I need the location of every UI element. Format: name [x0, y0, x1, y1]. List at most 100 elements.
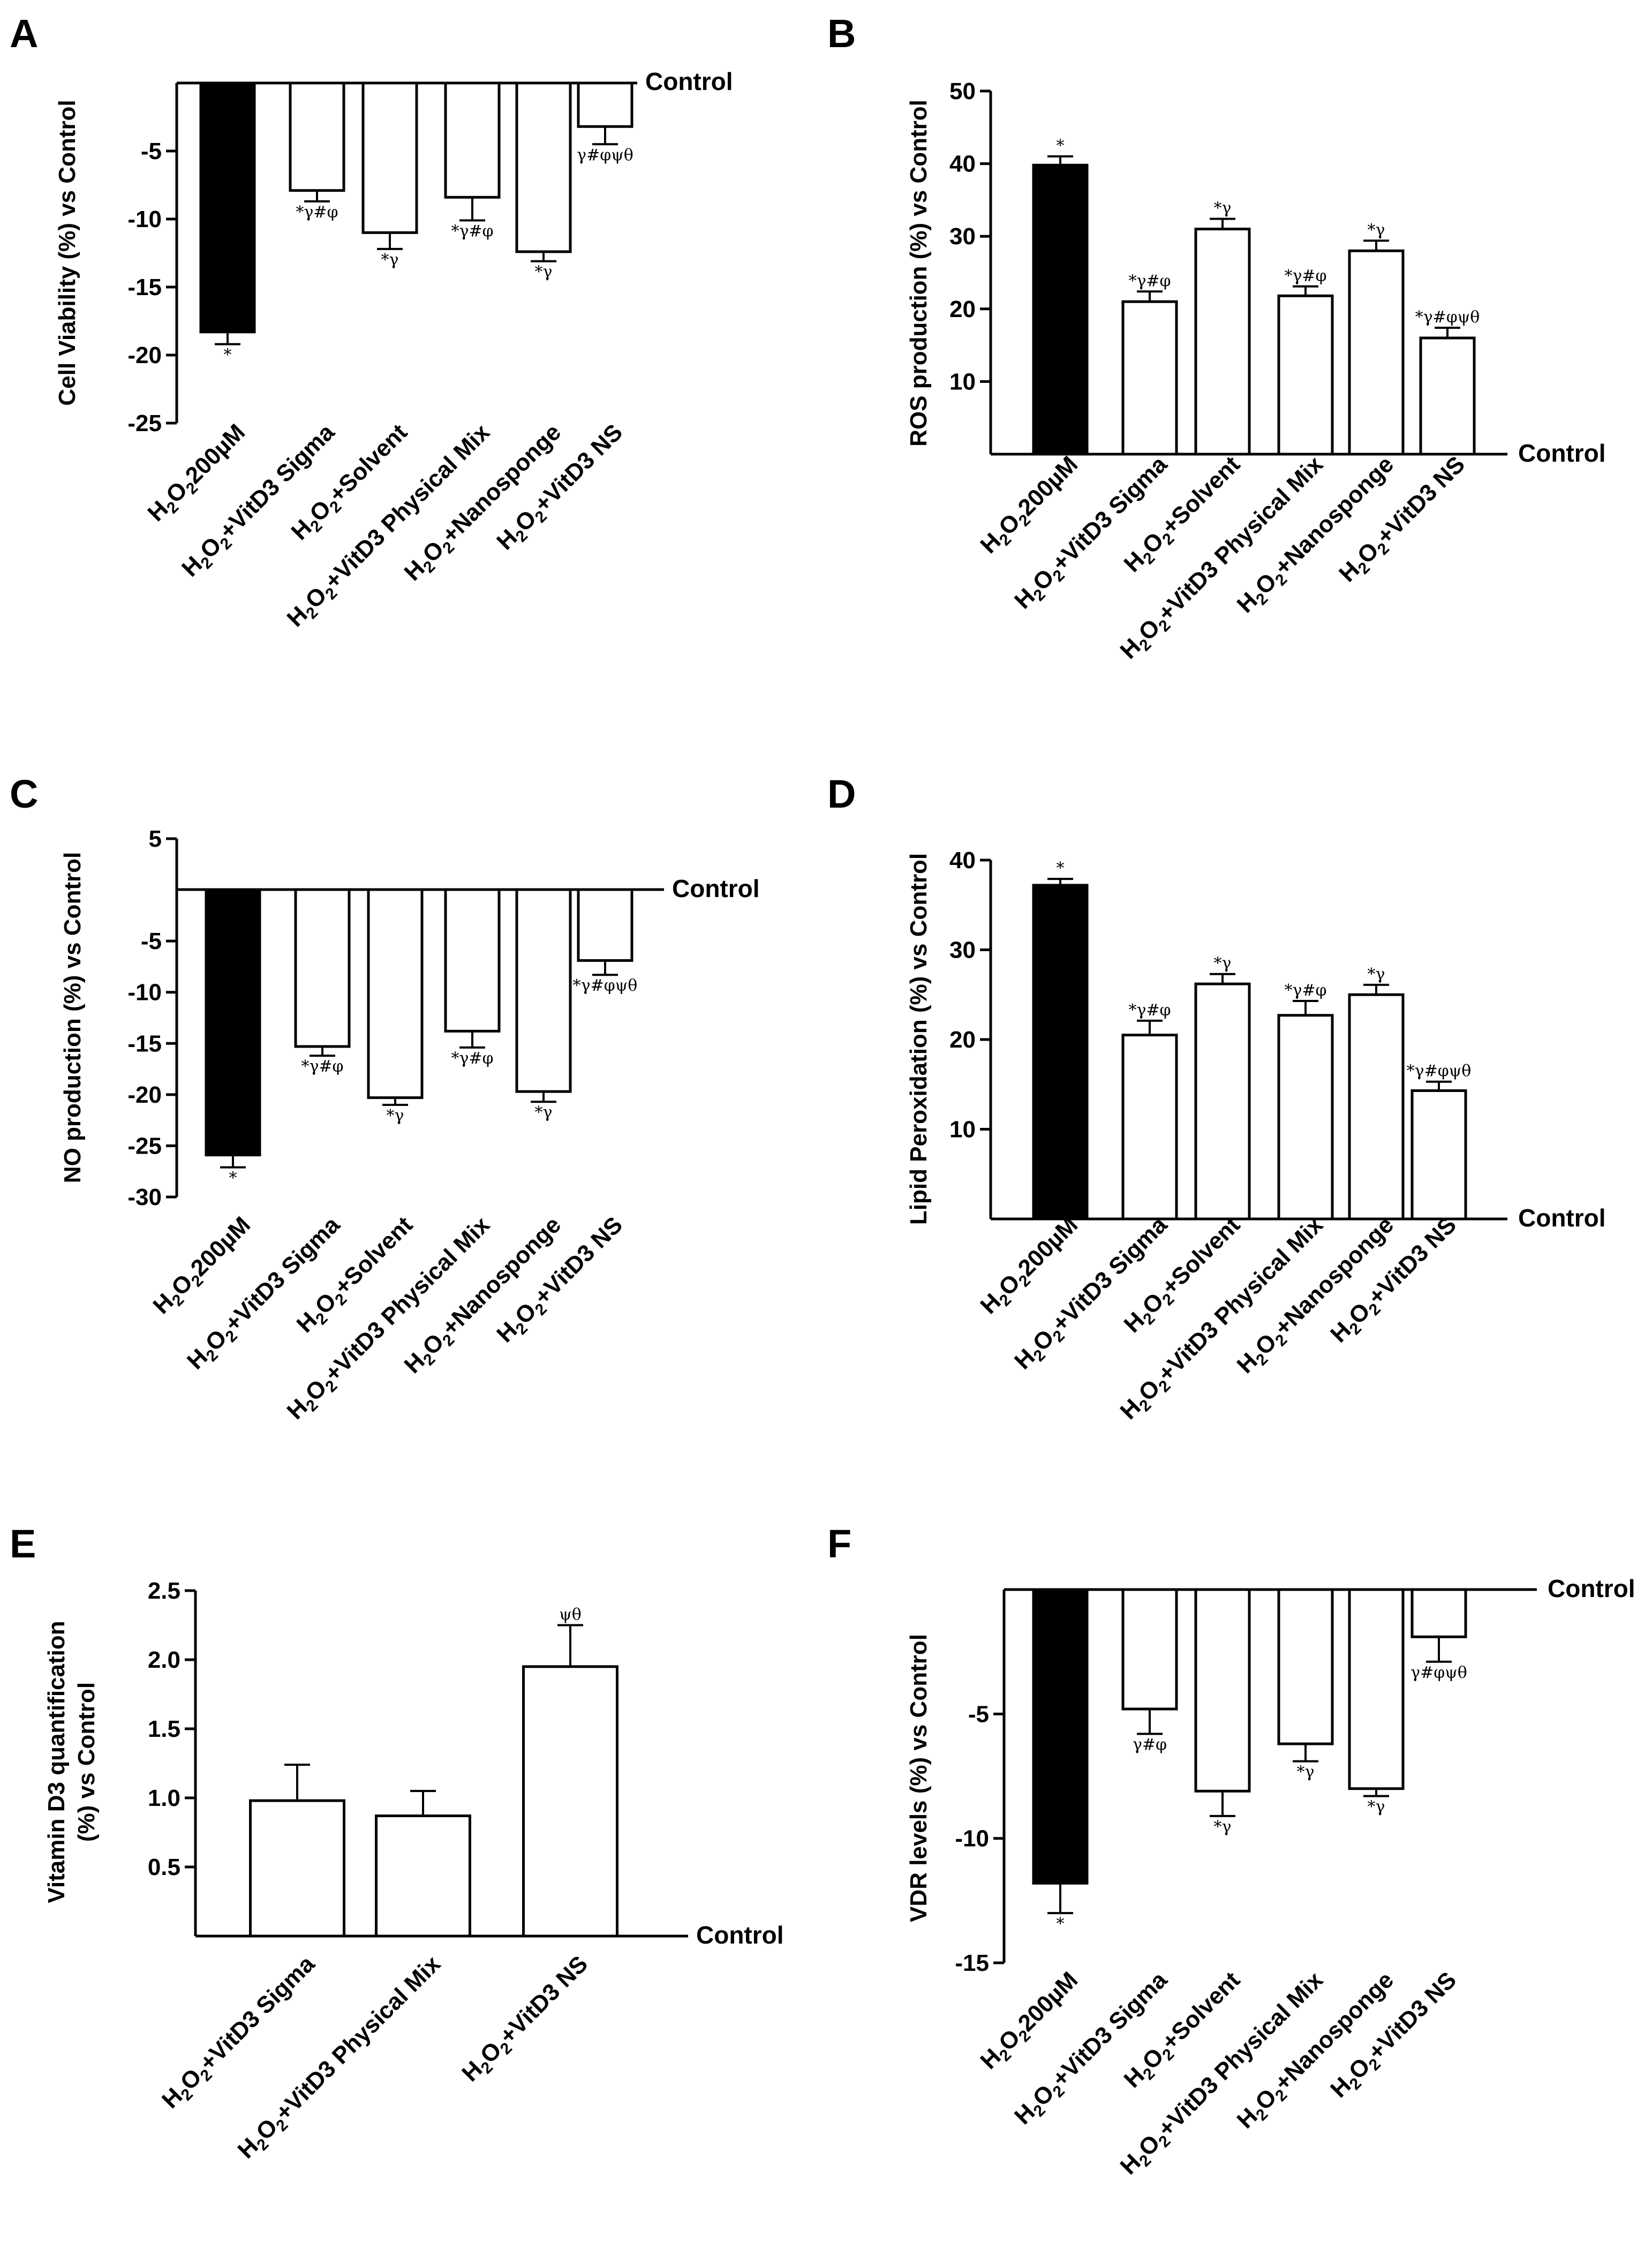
control-label: Control [1518, 1204, 1606, 1232]
significance-2: *γ#φ [1128, 1001, 1171, 1020]
panel-d-letter: D [827, 772, 856, 816]
bar-5 [515, 81, 572, 253]
category-suffix: +VitD3 NS [494, 1951, 593, 2049]
panel-b: B Control 10 20 30 40 50 ROS production (%) vs… [827, 11, 1606, 664]
category-label-6: H2O2+VitD3 NS [1334, 451, 1473, 590]
panel-e-plot: Control 0.5 1.0 1.5 2.0 2.5 Vitamin D3 quantif… [43, 1578, 784, 2164]
bar-1 [205, 888, 261, 1157]
significance-1: * [229, 1169, 237, 1188]
bar-3 [1194, 1588, 1251, 1793]
significance-6: γ#φψθ [577, 146, 633, 164]
y-tick-label: 20 [949, 1027, 976, 1053]
control-label: Control [1548, 1575, 1635, 1602]
y-tick-label: -20 [127, 1082, 162, 1108]
y-axis-label: Vitamin D3 quantification [43, 1621, 70, 1903]
bar-5 [1348, 1588, 1405, 1790]
y-tick-label: -5 [141, 138, 162, 164]
significance-3: ψθ [559, 1606, 582, 1624]
control-label: Control [672, 875, 760, 902]
significance-5: *γ [535, 1103, 553, 1122]
bar-1 [1032, 163, 1089, 456]
significance-4: *γ#φ [451, 222, 493, 241]
y-tick-label: 40 [949, 151, 976, 177]
y-tick-label: -5 [968, 1701, 989, 1727]
bar-3 [367, 888, 424, 1100]
y-tick-label: 50 [949, 78, 976, 104]
category-suffix: +Solvent [1157, 1211, 1245, 1300]
y-tick-label: 1.0 [148, 1785, 180, 1811]
y-tick-label: 5 [149, 826, 162, 852]
bar-2 [1121, 1034, 1178, 1221]
significance-1: * [224, 346, 232, 365]
significance-2: *γ#φ [296, 203, 338, 222]
significance-4: *γ#φ [1284, 981, 1326, 1000]
bar-4 [444, 81, 501, 199]
category-suffix: 200µM [1013, 451, 1083, 521]
y-tick-label: -10 [127, 206, 162, 232]
panel-c: C Control 5 -5 -10 -15 -20 -25 -30 NO production… [10, 772, 760, 1425]
bar-2 [1121, 1588, 1178, 1711]
significance-3: *γ [1214, 199, 1232, 218]
y-tick-label: -10 [955, 1826, 989, 1852]
panel-a-letter: A [10, 11, 38, 56]
category-suffix: 200µM [1013, 1211, 1083, 1281]
bar-2 [289, 81, 345, 192]
panel-e: E Control 0.5 1.0 1.5 2.0 2.5 Vitamin D3 quant… [10, 1522, 784, 2164]
significance-1: * [1057, 137, 1065, 155]
panel-c-letter: C [10, 772, 38, 816]
significance-5: *γ [1368, 965, 1385, 984]
category-suffix: +VitD3 Sigma [194, 1951, 320, 2076]
significance-4: *γ#φ [451, 1049, 493, 1068]
panel-f-letter: F [827, 1522, 851, 1566]
bar-3 [1194, 982, 1251, 1221]
significance-3: *γ [387, 1106, 404, 1125]
category-suffix: +Solvent [324, 419, 412, 507]
bar-6 [577, 81, 633, 128]
bar-5 [1348, 249, 1405, 456]
y-tick-label: -30 [127, 1184, 162, 1210]
y-tick-label: -15 [955, 1950, 989, 1976]
significance-6: *γ#φψθ [573, 976, 638, 995]
significance-3: *γ [1214, 1818, 1232, 1836]
y-tick-label: 20 [949, 296, 976, 322]
significance-2: *γ#φ [301, 1057, 343, 1076]
panel-f: F Control -5 -10 -15 VDR levels (%) vs Contr… [827, 1522, 1635, 2180]
significance-1: * [1057, 1915, 1065, 1933]
significance-6: *γ#φψθ [1415, 308, 1480, 327]
y-axis-label: Lipid Peroxidation (%) vs Control [906, 853, 932, 1225]
bar-5 [515, 888, 572, 1093]
y-axis-label: ROS production (%) vs Control [906, 100, 932, 447]
y-tick-label: 40 [949, 847, 976, 873]
bar-2 [375, 1814, 471, 1938]
y-tick-label: -25 [127, 410, 162, 436]
y-tick-label: 1.5 [148, 1716, 180, 1742]
y-axis-label-line2: (%) vs Control [73, 1682, 100, 1842]
category-suffix: 200µM [1013, 1967, 1083, 2036]
y-tick-label: 0.5 [148, 1854, 180, 1880]
bar-3 [361, 81, 418, 234]
panel-d: D Control 10 20 30 40 Lipid Peroxidation (%) … [827, 772, 1606, 1425]
bar-3 [522, 1665, 618, 1938]
y-axis-label: VDR levels (%) vs Control [906, 1634, 932, 1922]
panel-a-plot: Control -5 -10 -15 -20 -25 Cell Viability (%) … [54, 67, 733, 632]
significance-3: *γ [381, 251, 399, 269]
y-axis-label: Cell Viability (%) vs Control [54, 100, 80, 405]
bar-4 [1277, 1014, 1334, 1221]
significance-1: * [1057, 859, 1065, 878]
y-tick-label: 30 [949, 223, 976, 250]
bar-3 [1194, 228, 1251, 456]
significance-4: *γ [1297, 1763, 1315, 1782]
category-suffix: +Solvent [1157, 1967, 1245, 2055]
bar-5 [1348, 993, 1405, 1221]
category-label-3: H2O2+VitD3 NS [457, 1951, 595, 2089]
bar-4 [1277, 294, 1334, 456]
significance-3: *γ [1214, 954, 1232, 973]
y-tick-label: -15 [127, 1030, 162, 1057]
bar-1 [249, 1799, 345, 1938]
y-tick-label: 2.5 [148, 1578, 180, 1604]
bar-2 [1121, 300, 1178, 456]
y-tick-label: 10 [949, 1117, 976, 1143]
y-tick-label: 30 [949, 937, 976, 963]
panel-f-plot: Control -5 -10 -15 VDR levels (%) vs Control… [906, 1575, 1635, 2180]
y-tick-label: -20 [127, 342, 162, 368]
